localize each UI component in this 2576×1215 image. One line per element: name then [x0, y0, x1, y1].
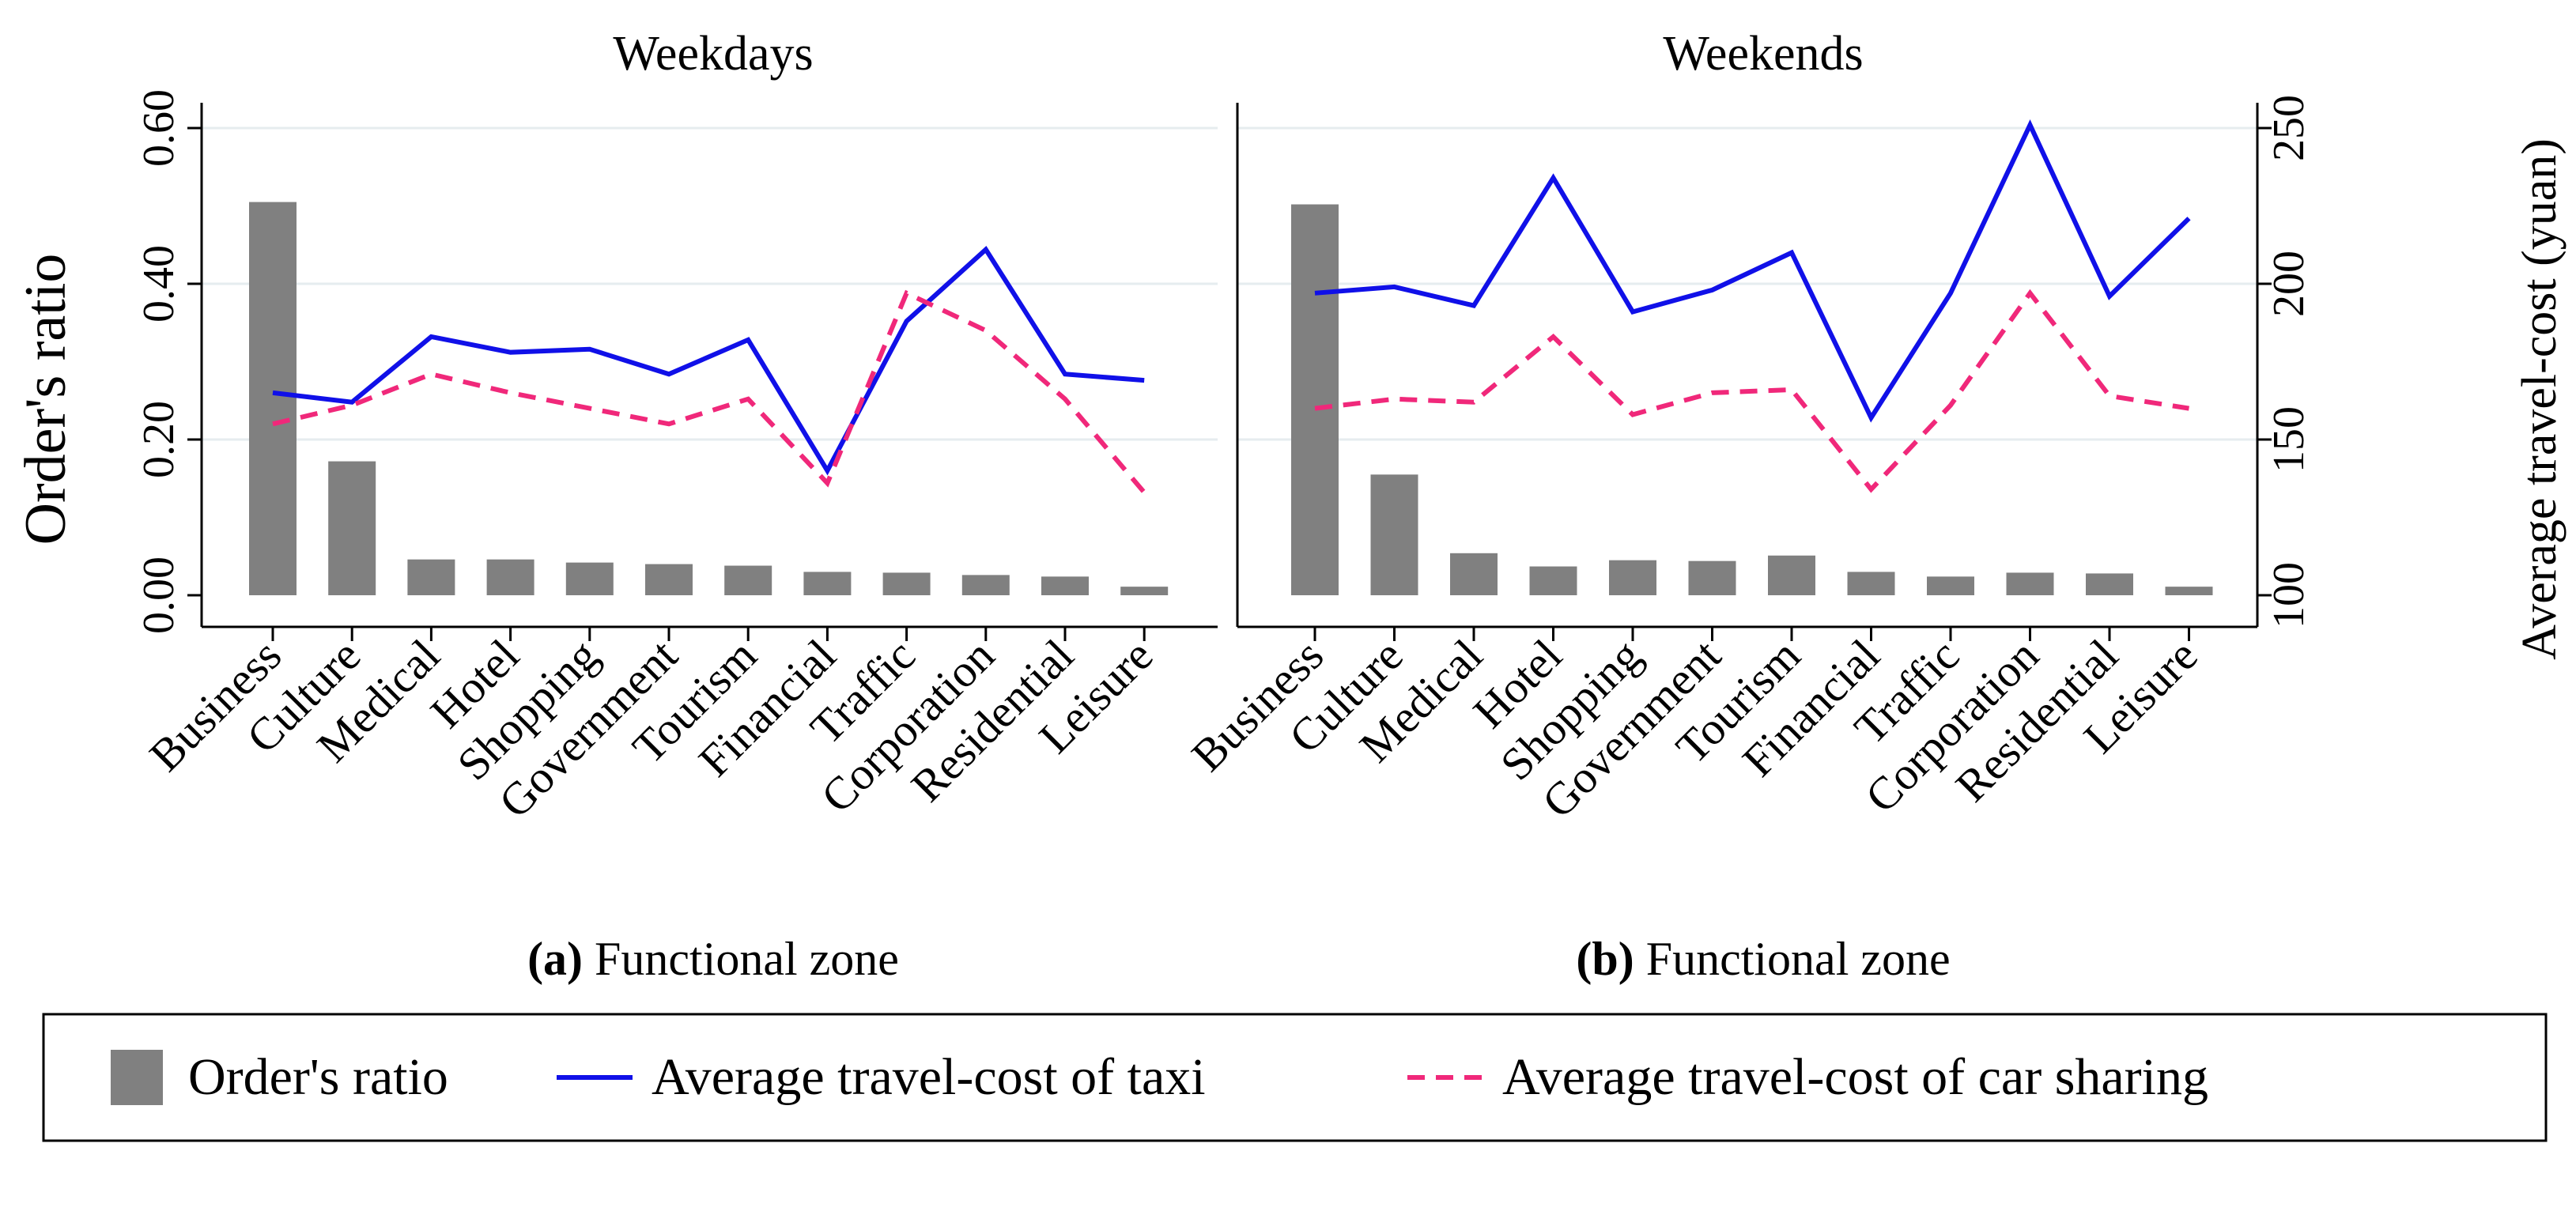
bar-government — [1688, 560, 1736, 595]
bar-medical — [407, 559, 455, 595]
bar-tourism — [1768, 555, 1815, 595]
panel-b-xlabel: (b) Functional zone — [1576, 933, 1950, 985]
line-carsharing — [272, 289, 1146, 494]
left-axis-title: Order's ratio — [13, 254, 78, 545]
panel-a-xlabel-text: Functional zone — [595, 933, 899, 985]
bar-business — [249, 202, 297, 595]
bar-medical — [1450, 553, 1498, 595]
bar-hotel — [486, 559, 534, 595]
bar-shopping — [1609, 560, 1656, 595]
bar-financial — [803, 572, 852, 595]
bar-hotel — [1529, 566, 1577, 595]
y-tick-label: 0.00 — [134, 557, 183, 634]
bar-residential — [2086, 573, 2133, 595]
bar-residential — [1041, 576, 1089, 595]
legend-label-taxi: Average travel-cost of taxi — [652, 1048, 1206, 1106]
legend: Order's ratio Average travel-cost of tax… — [42, 1013, 2548, 1142]
legend-box — [42, 1013, 2548, 1142]
bar-business — [1291, 204, 1339, 595]
panel-b-title: Weekends — [1663, 27, 1863, 81]
y2-tick-label: 100 — [2264, 562, 2313, 628]
panel-a-xlabel-tag: (a) — [527, 933, 583, 985]
bar-leisure — [1120, 587, 1169, 595]
line-taxi — [1314, 119, 2191, 423]
line-carsharing — [1314, 289, 2189, 493]
line-taxi — [272, 246, 1145, 476]
panel-a-xlabel: (a) Functional zone — [527, 933, 899, 985]
bar-tourism — [724, 565, 772, 595]
right-axis-title: Average travel-cost (yuan) — [2513, 138, 2567, 660]
y2-tick-label: 250 — [2264, 95, 2313, 161]
panel-a-title: Weekdays — [613, 27, 813, 81]
y-tick-label: 0.20 — [134, 401, 183, 478]
panel-b-weekends: 100150200250BusinessCultureMedicalHotelS… — [1181, 95, 2313, 828]
bar-corporation — [2006, 572, 2054, 595]
y2-tick-label: 150 — [2264, 406, 2313, 473]
bar-government — [645, 564, 693, 595]
bar-culture — [1370, 474, 1418, 595]
panel-b-xlabel-tag: (b) — [1576, 933, 1634, 985]
legend-label-order-ratio: Order's ratio — [188, 1048, 448, 1106]
bar-leisure — [2165, 587, 2213, 595]
bar-shopping — [565, 562, 614, 595]
bar-financial — [1847, 572, 1895, 595]
y-tick-label: 0.40 — [134, 245, 183, 323]
panel-a-weekdays: 0.000.200.400.60BusinessCultureMedicalHo… — [134, 89, 1218, 828]
bar-traffic — [882, 572, 931, 595]
panel-b-xlabel-text: Functional zone — [1646, 933, 1951, 985]
legend-label-carsharing: Average travel-cost of car sharing — [1502, 1048, 2208, 1106]
bar-corporation — [961, 575, 1010, 595]
bar-traffic — [1927, 576, 1974, 595]
bar-culture — [328, 461, 376, 595]
y-tick-label: 0.60 — [134, 89, 183, 167]
y2-tick-label: 200 — [2264, 251, 2313, 317]
legend-bar-swatch — [111, 1050, 163, 1105]
